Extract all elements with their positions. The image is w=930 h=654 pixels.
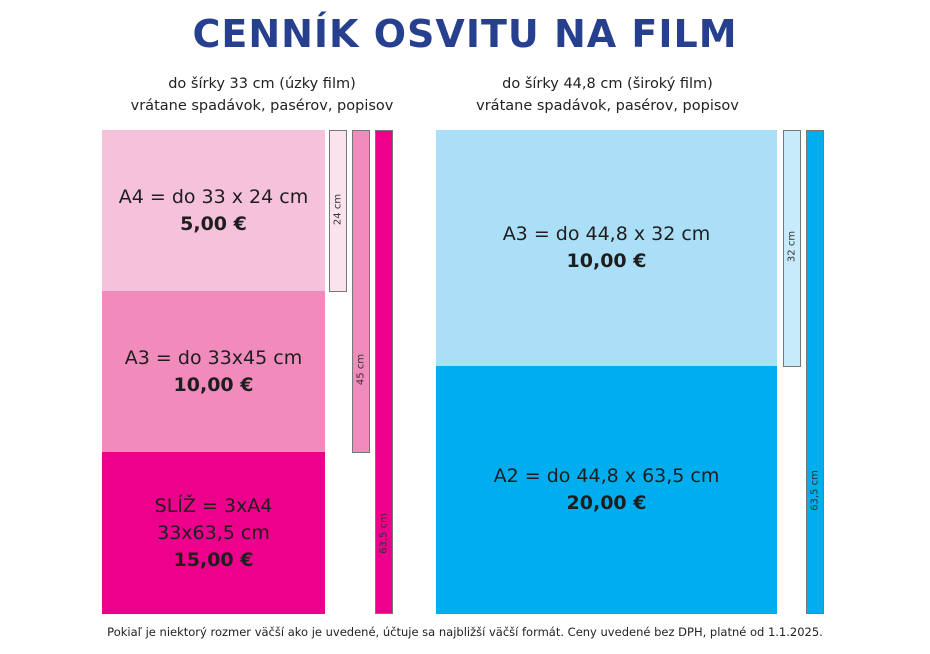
wide-32cm-bar — [783, 130, 801, 367]
a3-narrow-size-label: A3 = do 33x45 cm — [124, 346, 303, 369]
sliz-price: 15,00 € — [173, 548, 254, 571]
wide-63cm-bar — [806, 130, 824, 614]
a4-size-label: A4 = do 33 x 24 cm — [118, 185, 309, 208]
a3-narrow-block: A3 = do 33x45 cm 10,00 € — [102, 291, 325, 452]
narrow-45cm-bar-label: 45 cm — [355, 353, 367, 386]
wide-film-subtitle: do šírky 44,8 cm (široký film) vrátane s… — [436, 73, 779, 117]
narrow-45cm-bar — [352, 130, 370, 453]
a4-price: 5,00 € — [180, 212, 247, 235]
price-footnote: Pokiaľ je niektorý rozmer väčší ako je u… — [107, 625, 823, 639]
sliz-size-label: 33x63,5 cm — [157, 521, 270, 544]
a2-price: 20,00 € — [566, 492, 647, 514]
wide-film-subtitle-line1: do šírky 44,8 cm (široký film) — [502, 76, 713, 92]
page-title: CENNÍK OSVITU NA FILM — [192, 12, 738, 56]
wide-63cm-bar-label: 63,5 cm — [809, 470, 821, 511]
narrow-63cm-bar-label: 63,5 cm — [378, 513, 390, 554]
narrow-24cm-bar-label: 24 cm — [332, 193, 344, 226]
sliz-block: SLÍŽ = 3xA4 33x63,5 cm 15,00 € — [102, 452, 325, 614]
narrow-24cm-bar — [329, 130, 347, 292]
narrow-film-subtitle-line2: vrátane spadávok, pasérov, popisov — [130, 98, 394, 114]
a4-narrow-block: A4 = do 33 x 24 cm 5,00 € — [102, 130, 325, 291]
a3-wide-price: 10,00 € — [566, 250, 647, 272]
a3-wide-size-label: A3 = do 44,8 x 32 cm — [502, 223, 711, 245]
a3-narrow-price: 10,00 € — [173, 373, 254, 396]
narrow-film-subtitle-line1: do šírky 33 cm (úzky film) — [168, 76, 356, 92]
wide-32cm-bar-label: 32 cm — [786, 230, 798, 263]
a2-wide-block: A2 = do 44,8 x 63,5 cm 20,00 € — [436, 366, 777, 614]
a3-wide-block: A3 = do 44,8 x 32 cm 10,00 € — [436, 130, 777, 366]
sliz-label: SLÍŽ = 3xA4 — [154, 494, 273, 517]
narrow-film-subtitle: do šírky 33 cm (úzky film) vrátane spadá… — [102, 73, 422, 117]
wide-film-subtitle-line2: vrátane spadávok, pasérov, popisov — [476, 98, 739, 114]
narrow-63cm-bar — [375, 130, 393, 614]
a2-size-label: A2 = do 44,8 x 63,5 cm — [493, 465, 720, 487]
